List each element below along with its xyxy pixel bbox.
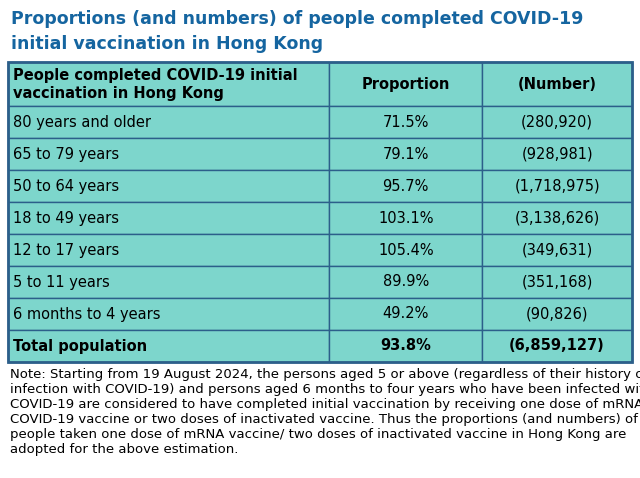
Bar [8,202,330,234]
Bar [8,62,632,362]
Bar [483,298,632,330]
Bar [8,106,330,138]
Bar [8,330,330,362]
Bar [330,298,483,330]
Text: 50 to 64 years: 50 to 64 years [13,178,119,194]
Text: (6,859,127): (6,859,127) [509,338,605,354]
Text: COVID-19 vaccine or two doses of inactivated vaccine. Thus the proportions (and : COVID-19 vaccine or two doses of inactiv… [10,413,638,426]
Text: 95.7%: 95.7% [383,178,429,194]
Text: infection with COVID-19) and persons aged 6 months to four years who have been i: infection with COVID-19) and persons age… [10,383,640,396]
Bar [483,234,632,266]
Bar [330,330,483,362]
Bar [483,266,632,298]
Bar [483,62,632,106]
Text: (90,826): (90,826) [526,306,588,322]
Text: (349,631): (349,631) [522,242,593,258]
Text: 89.9%: 89.9% [383,274,429,290]
Text: Note: Starting from 19 August 2024, the persons aged 5 or above (regardless of t: Note: Starting from 19 August 2024, the … [10,368,640,381]
Text: 105.4%: 105.4% [378,242,434,258]
Text: 49.2%: 49.2% [383,306,429,322]
Bar [330,266,483,298]
Text: 71.5%: 71.5% [383,115,429,130]
Text: 79.1%: 79.1% [383,146,429,162]
Bar [483,202,632,234]
Text: people taken one dose of mRNA vaccine/ two doses of inactivated vaccine in Hong : people taken one dose of mRNA vaccine/ t… [10,428,627,441]
Text: 18 to 49 years: 18 to 49 years [13,210,119,226]
Text: adopted for the above estimation.: adopted for the above estimation. [10,443,238,456]
Bar [483,170,632,202]
Text: Total population: Total population [13,338,147,354]
Bar [483,330,632,362]
Text: 12 to 17 years: 12 to 17 years [13,242,119,258]
Text: (351,168): (351,168) [522,274,593,290]
Text: 80 years and older: 80 years and older [13,115,151,130]
Bar [8,138,330,170]
Bar [8,298,330,330]
Text: 65 to 79 years: 65 to 79 years [13,146,119,162]
Bar [8,62,330,106]
Bar [330,138,483,170]
Text: Proportions (and numbers) of people completed COVID-19
initial vaccination in Ho: Proportions (and numbers) of people comp… [11,10,584,53]
Text: (1,718,975): (1,718,975) [515,178,600,194]
Bar [330,202,483,234]
Text: (3,138,626): (3,138,626) [515,210,600,226]
Text: 103.1%: 103.1% [378,210,433,226]
Text: People completed COVID-19 initial
vaccination in Hong Kong: People completed COVID-19 initial vaccin… [13,67,298,100]
Bar [483,138,632,170]
Text: 93.8%: 93.8% [380,338,431,354]
Text: Proportion: Proportion [362,76,450,91]
Text: (Number): (Number) [518,76,596,91]
Text: 6 months to 4 years: 6 months to 4 years [13,306,161,322]
Bar [330,170,483,202]
Text: 5 to 11 years: 5 to 11 years [13,274,109,290]
Bar [8,266,330,298]
Text: (928,981): (928,981) [522,146,593,162]
Text: COVID-19 are considered to have completed initial vaccination by receiving one d: COVID-19 are considered to have complete… [10,398,640,411]
Bar [330,106,483,138]
Bar [8,234,330,266]
Text: (280,920): (280,920) [521,115,593,130]
Bar [330,234,483,266]
Bar [330,62,483,106]
Bar [483,106,632,138]
Bar [8,170,330,202]
